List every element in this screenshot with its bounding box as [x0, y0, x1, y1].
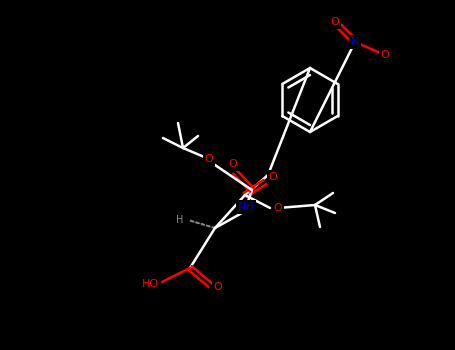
Text: O: O: [214, 282, 222, 292]
Text: O: O: [331, 17, 339, 27]
Text: O: O: [381, 50, 389, 60]
Text: O: O: [268, 172, 278, 182]
Text: HO: HO: [142, 279, 158, 289]
Text: O: O: [273, 203, 283, 213]
Text: N: N: [351, 37, 359, 47]
Text: H: H: [177, 215, 184, 225]
Text: O: O: [228, 159, 238, 169]
Text: NH: NH: [238, 202, 254, 212]
Text: O: O: [205, 154, 213, 164]
